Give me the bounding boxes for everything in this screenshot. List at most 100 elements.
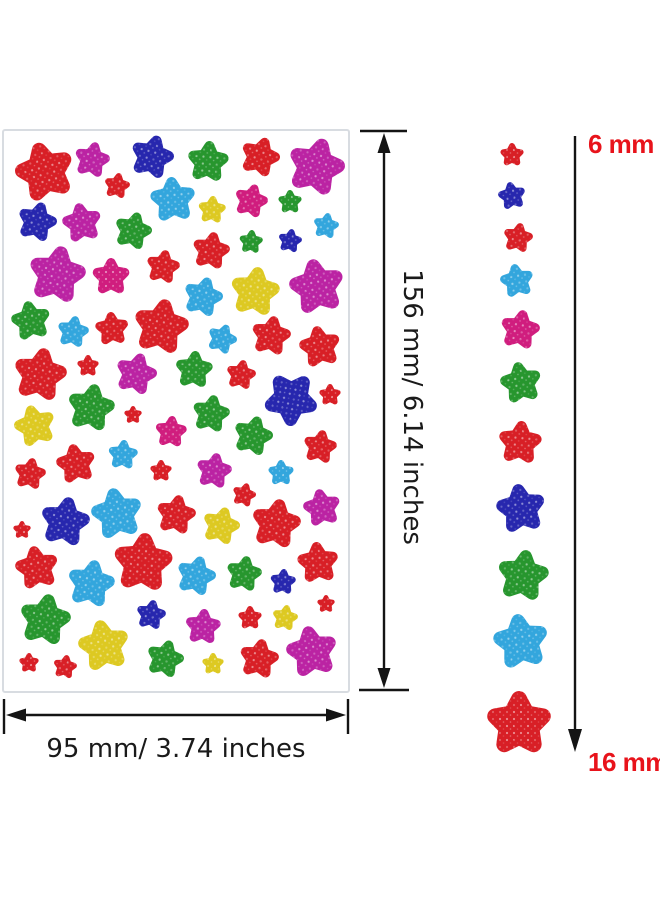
sheet-star — [13, 521, 31, 538]
glitter-texture — [268, 460, 294, 485]
sheet-star — [303, 489, 340, 526]
glitter-texture — [238, 606, 262, 629]
glitter-texture — [252, 316, 291, 355]
sheet-star — [124, 406, 142, 423]
sheet-star — [69, 560, 115, 607]
sheet-star — [227, 360, 256, 389]
glitter-texture — [279, 229, 302, 253]
sheet-star — [202, 653, 224, 674]
sheet-star — [176, 351, 213, 387]
sheet-star — [155, 416, 187, 447]
glitter-texture — [150, 177, 195, 221]
sheet-star — [30, 246, 86, 302]
glitter-texture — [286, 626, 336, 677]
sheet-star — [240, 639, 279, 678]
width-dimension: 95 mm/ 3.74 inches — [2, 699, 350, 764]
glitter-texture — [178, 556, 216, 595]
sheet-star — [150, 460, 172, 481]
glitter-texture — [30, 246, 86, 302]
glitter-texture — [235, 416, 273, 455]
sheet-star — [14, 405, 54, 446]
glitter-texture — [202, 653, 224, 674]
sheet-star — [77, 355, 99, 376]
sheet-star — [279, 229, 302, 253]
sheet-star — [204, 507, 240, 545]
sheet-star — [198, 196, 226, 223]
scale-star — [501, 310, 540, 349]
glitter-texture — [62, 203, 101, 242]
glitter-texture — [15, 142, 72, 201]
scale-stars — [487, 143, 551, 753]
glitter-texture — [58, 316, 89, 347]
sheet-star — [137, 600, 166, 629]
sheet-star — [105, 173, 130, 198]
glitter-texture — [487, 691, 551, 753]
sheet-star — [208, 324, 237, 354]
sheet-star — [239, 230, 263, 253]
sheet-star — [317, 595, 335, 612]
sheet-star — [116, 212, 152, 250]
sheet-star — [15, 546, 58, 589]
height-dimension: 156 mm/ 6.14 inches — [359, 129, 427, 692]
glitter-texture — [289, 259, 343, 313]
glitter-texture — [77, 355, 99, 376]
glitter-texture — [278, 190, 302, 213]
glitter-texture — [231, 267, 280, 315]
glitter-texture — [233, 483, 256, 507]
glitter-texture — [297, 542, 338, 582]
sheet-star — [319, 384, 341, 405]
scale-star — [499, 421, 542, 463]
min-star-size-label: 6 mm — [588, 129, 654, 159]
scale-star — [504, 223, 533, 252]
glitter-texture — [176, 351, 213, 387]
sheet-height-label: 156 mm/ 6.14 inches — [397, 269, 427, 545]
glitter-texture — [240, 639, 279, 678]
sheet-star — [114, 533, 173, 590]
sheet-star — [188, 141, 229, 181]
sheet-star — [54, 655, 77, 679]
glitter-texture — [148, 640, 184, 678]
glitter-texture — [157, 495, 196, 534]
glitter-texture — [303, 489, 340, 526]
sheet-star — [58, 316, 89, 347]
glitter-texture — [69, 560, 115, 607]
scale-star — [496, 484, 545, 532]
scale-star — [498, 182, 525, 209]
sheet-star — [78, 620, 128, 671]
sheet-star — [238, 606, 262, 629]
glitter-texture — [227, 556, 262, 591]
scale-down-arrowhead-icon — [568, 729, 582, 752]
glitter-texture — [273, 605, 298, 630]
sheet-star — [297, 542, 338, 582]
glitter-texture — [264, 375, 317, 426]
glitter-texture — [114, 533, 173, 590]
sheet-star — [135, 299, 189, 353]
sheet-star — [231, 267, 280, 315]
sheet-star — [15, 458, 46, 489]
glitter-texture — [193, 395, 230, 432]
glitter-texture — [185, 277, 223, 316]
sheet-star — [235, 416, 273, 455]
left-arrowhead-icon — [6, 708, 26, 722]
right-arrowhead-icon — [326, 708, 346, 722]
glitter-texture — [197, 453, 232, 488]
sheet-star — [178, 556, 216, 595]
glitter-texture — [504, 223, 533, 252]
scale-star — [493, 614, 547, 668]
sheet-star — [242, 137, 281, 177]
sheet-star — [148, 640, 184, 678]
sheet-star — [193, 395, 230, 432]
glitter-texture — [496, 484, 545, 532]
glitter-texture — [69, 384, 115, 431]
glitter-texture — [150, 460, 172, 481]
glitter-texture — [155, 416, 187, 447]
glitter-texture — [186, 609, 221, 644]
glitter-texture — [500, 362, 541, 403]
glitter-texture — [13, 521, 31, 538]
sheet-star — [270, 569, 296, 594]
sheet-width-label: 95 mm/ 3.74 inches — [46, 734, 305, 764]
sheet-star — [19, 202, 57, 241]
sheet-star — [62, 203, 101, 242]
sheet-star — [273, 605, 298, 630]
glitter-texture — [15, 546, 58, 589]
